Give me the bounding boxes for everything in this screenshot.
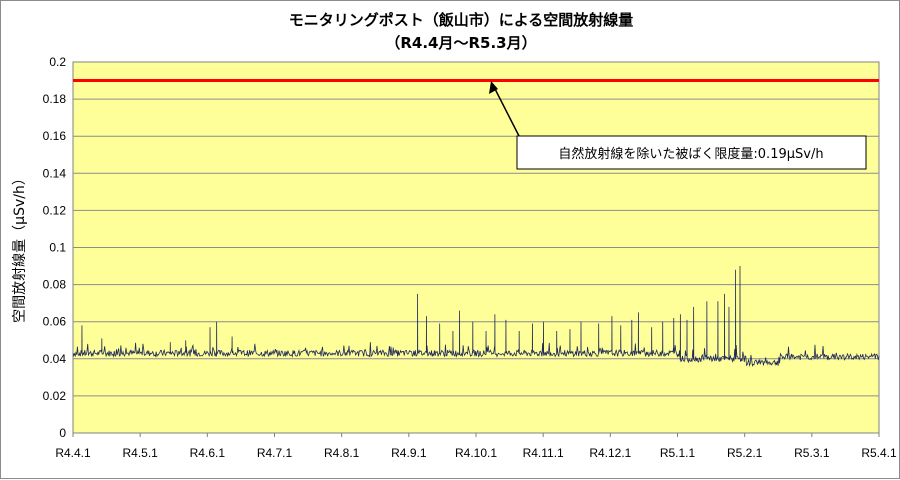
y-tick-label: 0 [59,426,66,440]
y-tick-label: 0.14 [43,166,67,180]
threshold-annotation-text: 自然放射線を除いた被ばく限度量:0.19μSv/h [558,146,823,162]
y-tick-label: 0.12 [43,203,67,217]
x-axis: R4.4.1 R4.5.1 R4.6.1 R4.7.1 R4.8.1 R4.9.1 R4.1… [55,433,897,460]
x-tick-label: R5.3.1 [794,446,830,460]
y-axis: 0 0.02 0.04 0.06 0.08 0.1 0.12 0.14 0.16 0.18 0.2 [43,55,67,440]
x-tick-label: R4.11.1 [523,446,564,460]
gridlines [73,98,879,397]
x-tick-label: R5.4.1 [861,446,897,460]
x-tick-label: R4.6.1 [190,446,226,460]
annotation-box [516,135,867,170]
x-tick-label: R5.1.1 [660,446,696,460]
y-tick-label: 0.1 [49,241,66,255]
threshold-annotation: 自然放射線を除いた被ばく限度量:0.19μSv/h [489,81,867,170]
chart-title: モニタリングポスト（飯山市）による空間放射線量 [289,11,634,29]
x-tick-label: R5.2.1 [727,446,763,460]
series-line [72,266,880,368]
x-tick-label: R4.9.1 [391,446,427,460]
x-tick-label: R4.4.1 [55,446,91,460]
annotation-arrowhead [489,81,498,94]
y-tick-label: 0.06 [43,315,67,329]
y-tick-label: 0.08 [43,278,67,292]
y-tick-label: 0.18 [43,92,67,106]
annotation-arrow [492,84,520,137]
series-path [72,266,880,368]
y-tick-label: 0.04 [43,352,67,366]
y-tick-label: 0.02 [43,389,67,403]
x-tick-label: R4.5.1 [122,446,158,460]
y-axis-label: 空間放射線量（μSv/h） [12,171,28,323]
y-tick-label: 0.2 [49,55,66,69]
x-tick-label: R4.12.1 [589,446,631,460]
x-tick-label: R4.8.1 [324,446,360,460]
x-tick-label: R4.10.1 [455,446,497,460]
chart-subtitle: （R4.4月～R5.3月） [385,34,536,52]
x-tick-label: R4.7.1 [257,446,293,460]
y-tick-label: 0.16 [43,129,67,143]
